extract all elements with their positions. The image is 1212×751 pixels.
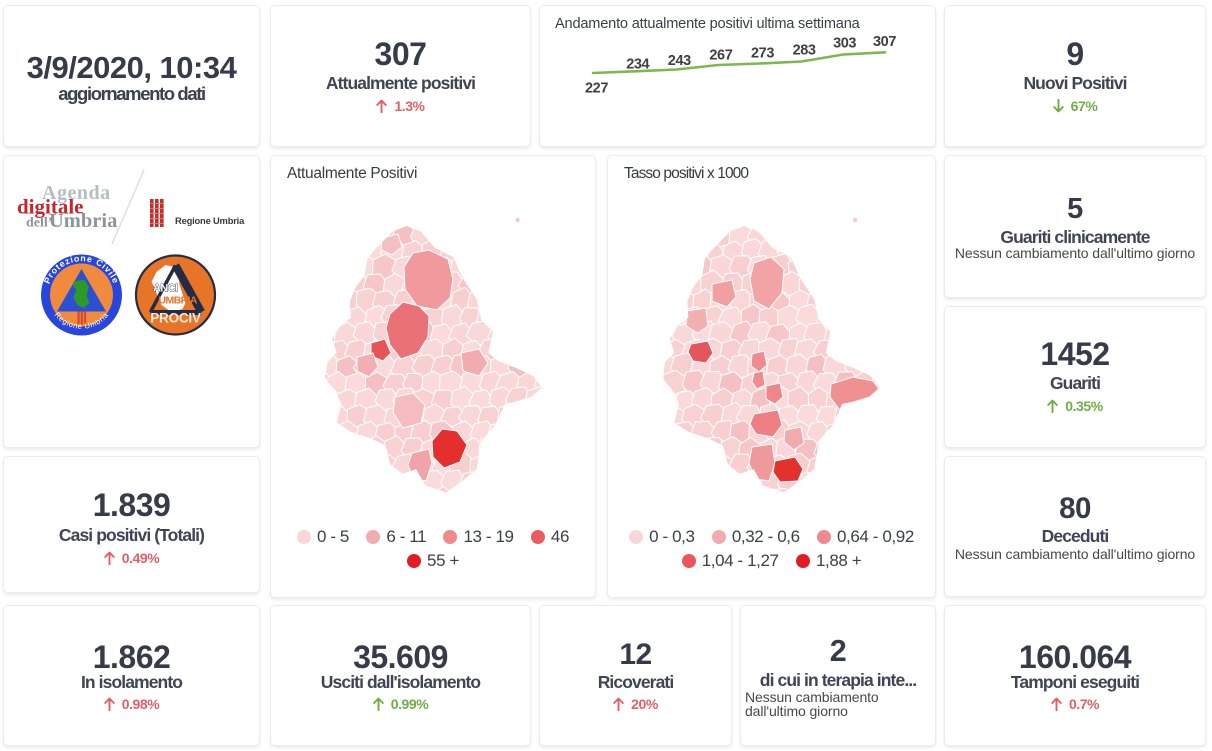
svg-text:UMBRIA: UMBRIA	[159, 295, 198, 307]
svg-text:ANCI: ANCI	[153, 283, 178, 295]
svg-text:Agenda: Agenda	[42, 182, 111, 204]
svg-text:227: 227	[585, 81, 608, 97]
svg-text:243: 243	[668, 53, 691, 69]
svg-text:303: 303	[833, 36, 856, 52]
svg-text:234: 234	[626, 56, 649, 72]
svg-text:Regione Umbria: Regione Umbria	[175, 215, 245, 226]
svg-text:283: 283	[793, 43, 816, 59]
svg-text:Umbria: Umbria	[49, 210, 117, 232]
svg-text:digitale: digitale	[17, 195, 84, 219]
svg-text:267: 267	[709, 48, 732, 64]
svg-text:273: 273	[751, 45, 774, 61]
svg-text:dell’: dell’	[26, 216, 52, 231]
svg-text:PROCIV: PROCIV	[150, 311, 201, 326]
svg-text:307: 307	[873, 34, 896, 50]
